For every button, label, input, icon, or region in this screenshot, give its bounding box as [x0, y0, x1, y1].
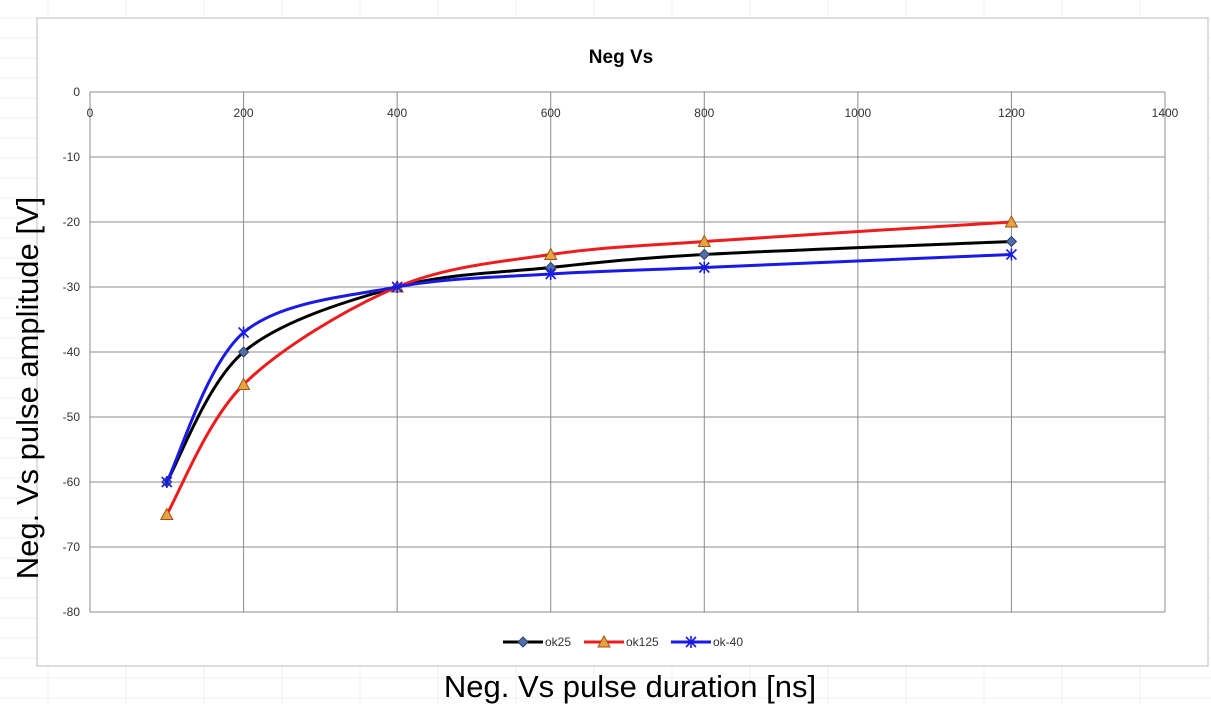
x-tick-label: 0 [87, 106, 94, 120]
series-line-ok-40 [165, 253, 1012, 483]
data-point-ok-40 [238, 326, 250, 339]
series-ok-40 [161, 248, 1017, 488]
x-tick-label: 1200 [998, 106, 1025, 120]
plot-gridlines [89, 91, 1166, 613]
data-point-ok25 [698, 248, 710, 261]
legend-label-ok-40: ok-40 [713, 635, 743, 649]
data-point-ok-40 [545, 268, 557, 280]
y-tick-label: -10 [63, 150, 81, 164]
data-point-ok-40 [698, 261, 710, 274]
data-point-ok-40 [391, 281, 403, 293]
data-point-ok25 [237, 346, 250, 358]
y-tick-label: -80 [63, 605, 81, 619]
series-line-ok25 [165, 240, 1012, 483]
x-tick-label: 1000 [845, 106, 872, 120]
legend-marker-ok125 [597, 634, 611, 648]
chart-area-frame [36, 17, 1209, 667]
y-tick-label: -30 [63, 280, 81, 294]
data-point-ok-40 [1005, 248, 1017, 261]
x-tick-label: 400 [387, 106, 407, 120]
data-point-ok125 [236, 377, 251, 390]
x-tick-label: 200 [234, 106, 254, 120]
data-point-ok125 [543, 247, 558, 260]
chart-legend: ok25 ok125 ok-40 [503, 634, 743, 649]
x-tick-label: 600 [541, 106, 561, 120]
y-tick-label: -70 [63, 540, 81, 554]
legend-item-ok25: ok25 [503, 635, 571, 649]
x-tick-label: 1400 [1152, 106, 1179, 120]
legend-item-ok-40: ok-40 [671, 635, 743, 649]
y-axis-title: Neg. Vs pulse amplitude [V] [10, 197, 45, 580]
y-tick-label: -20 [63, 215, 81, 229]
legend-label-ok25: ok25 [545, 635, 571, 649]
data-point-ok125 [159, 507, 174, 520]
data-point-ok125 [697, 234, 712, 247]
data-point-ok125 [1004, 214, 1019, 228]
y-tick-label: -50 [63, 410, 81, 424]
x-tick-label: 800 [694, 106, 714, 120]
y-tick-label: 0 [73, 85, 80, 99]
data-point-ok-40 [161, 476, 173, 488]
data-point-ok25 [1005, 235, 1018, 248]
x-axis-title: Neg. Vs pulse duration [ns] [444, 669, 816, 704]
legend-marker-ok25 [517, 636, 529, 648]
series-layer [159, 214, 1019, 520]
legend-label-ok125: ok125 [626, 635, 659, 649]
chart-title: Neg Vs [589, 47, 653, 68]
legend-marker-ok-40 [685, 636, 697, 648]
y-tick-label: -40 [63, 345, 81, 359]
y-axis-ticks: 0 -10 -20 -30 -40 -50 -60 -70 -80 [63, 85, 81, 619]
legend-item-ok125: ok125 [584, 634, 659, 649]
x-axis-ticks: 0 200 400 600 800 1000 1200 1400 [87, 106, 1179, 120]
y-tick-label: -60 [63, 475, 81, 489]
